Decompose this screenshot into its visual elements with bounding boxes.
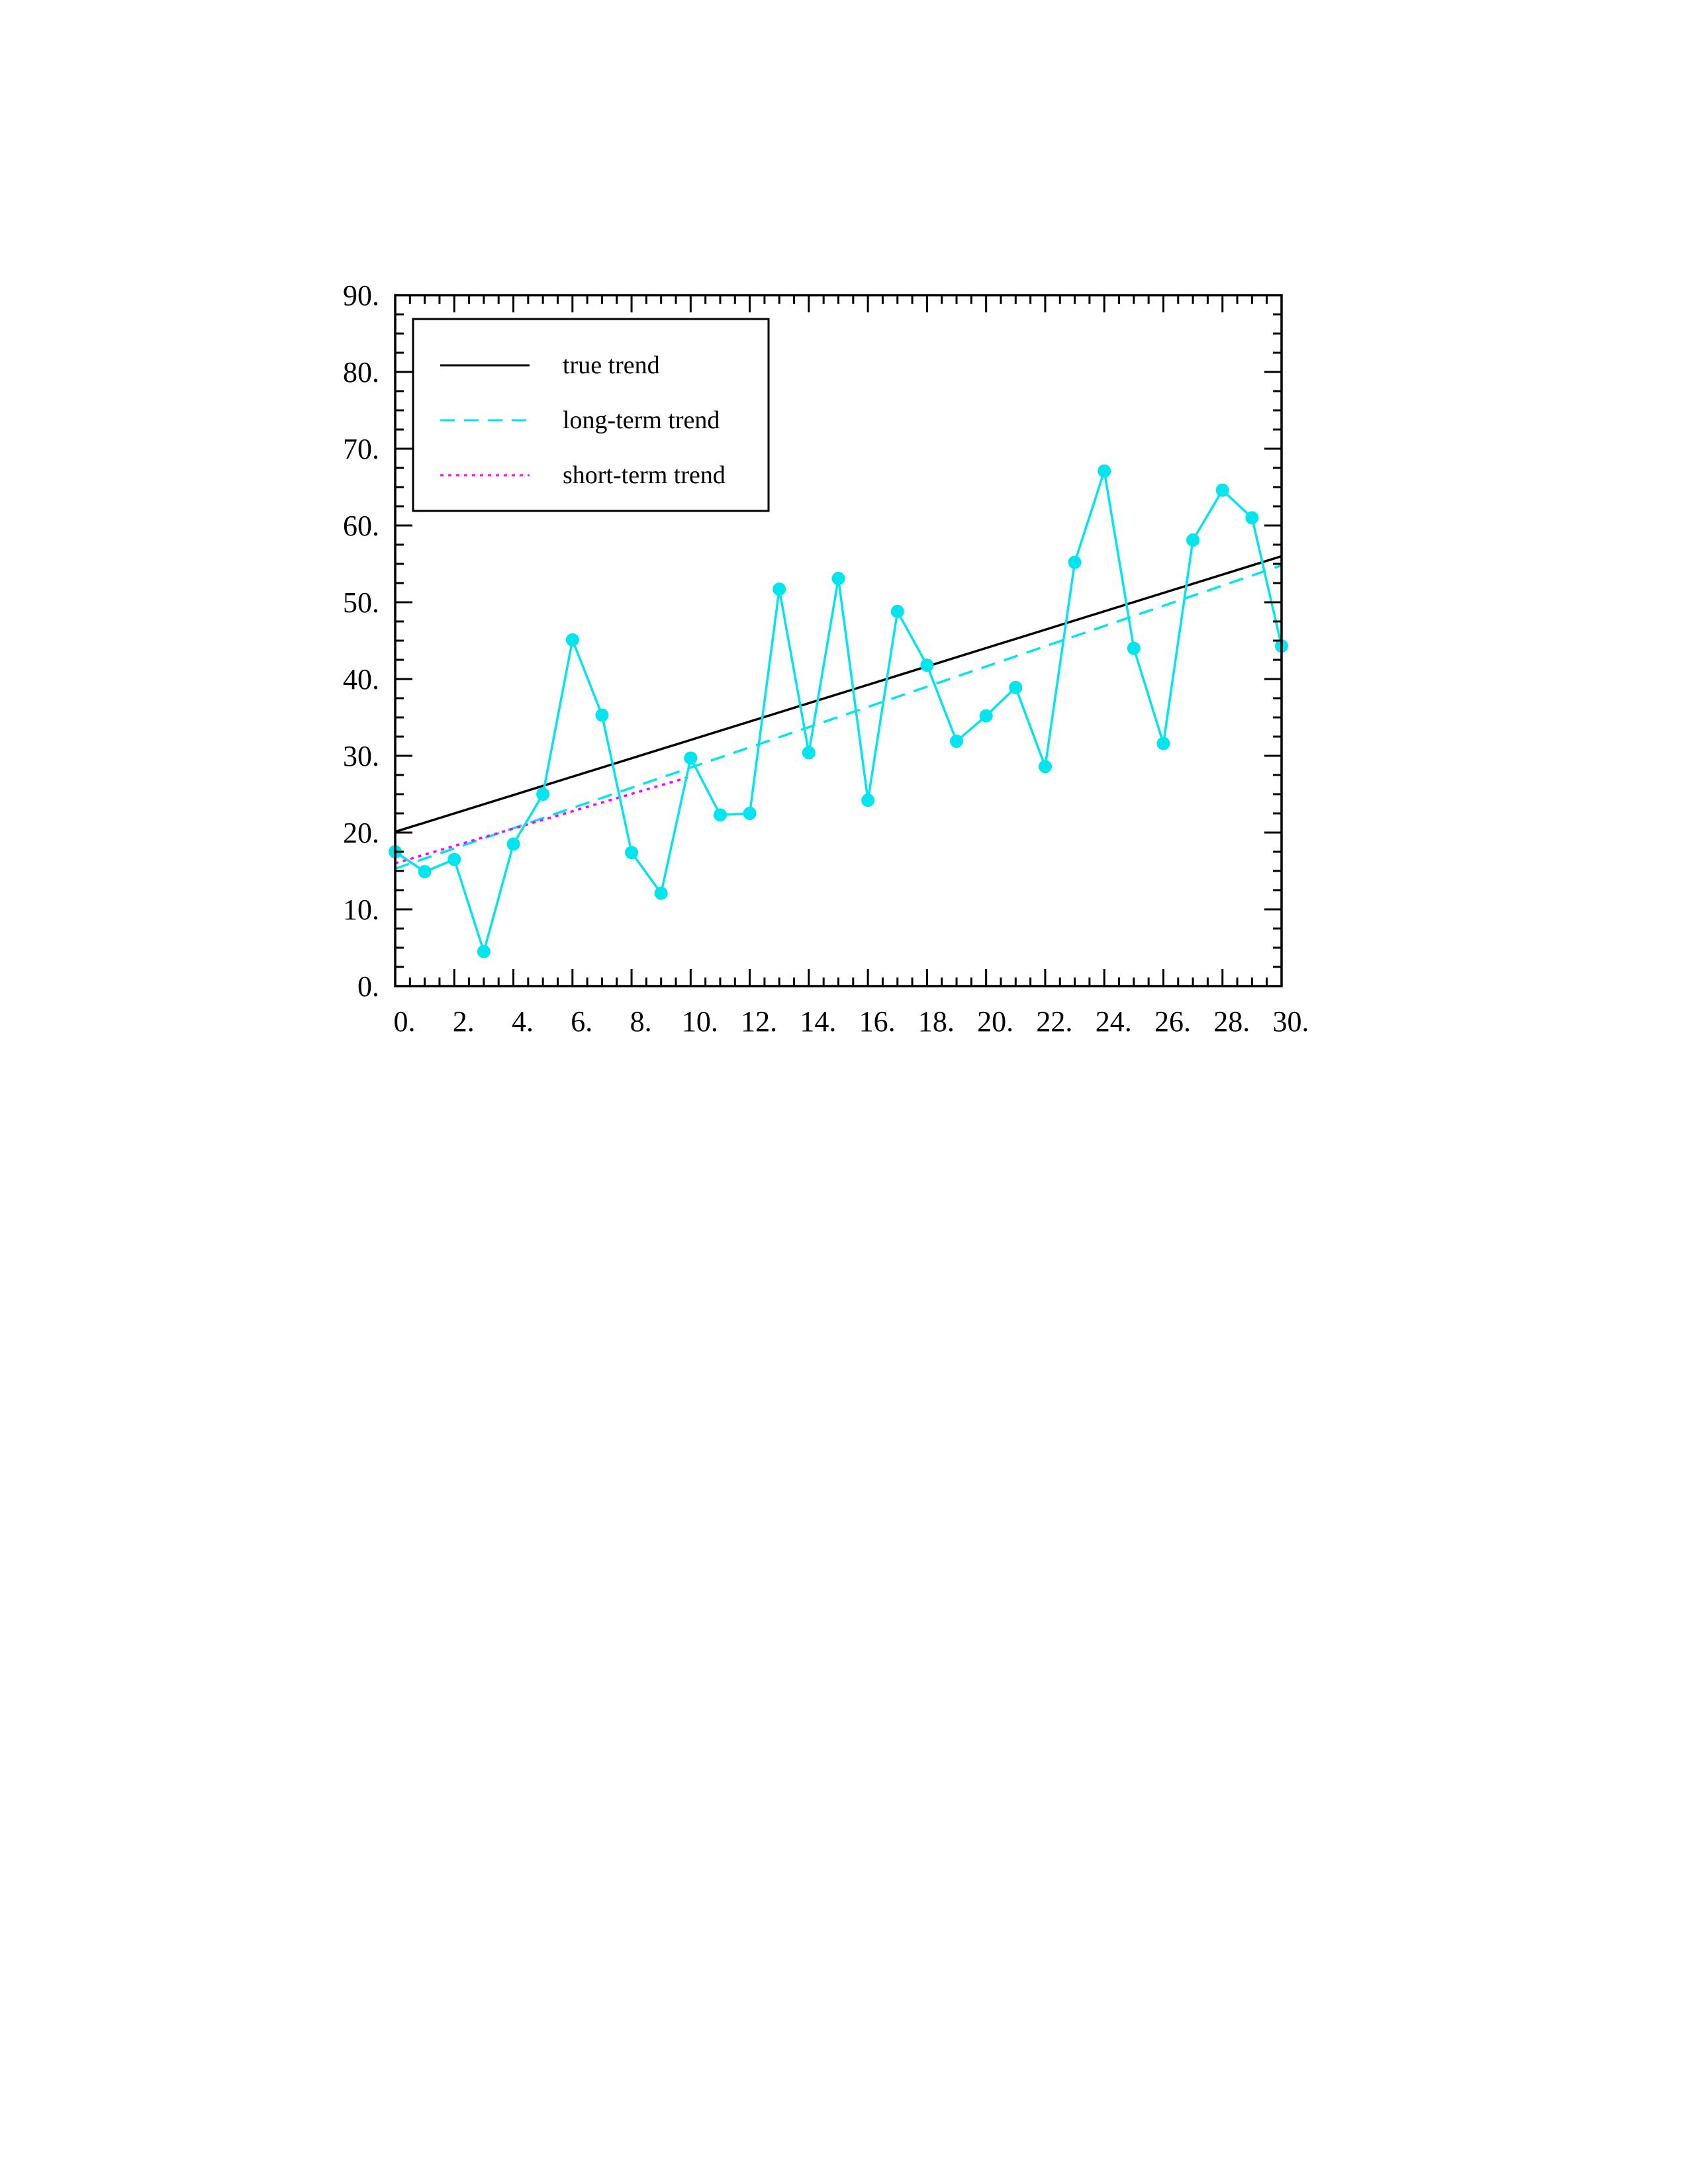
x-tick-label: 18.: [918, 1005, 955, 1038]
observation-point: [1038, 760, 1052, 774]
axis-ticks: [394, 294, 1283, 987]
series-line-short-term-trend: [395, 775, 691, 865]
observation-point: [506, 837, 520, 851]
observation-point: [979, 709, 993, 723]
observation-point: [1009, 680, 1023, 694]
x-tick-label: 6.: [571, 1005, 592, 1038]
observation-point: [625, 846, 639, 860]
observation-point: [565, 633, 579, 647]
observation-point: [654, 886, 668, 900]
y-tick-label: 90.: [343, 279, 379, 312]
x-tick-label: 4.: [512, 1005, 534, 1038]
observation-point: [1068, 555, 1082, 569]
x-tick-label: 24.: [1096, 1005, 1132, 1038]
observation-point: [1186, 533, 1200, 547]
y-tick-label: 40.: [343, 663, 379, 696]
x-tick-label: 14.: [800, 1005, 836, 1038]
observation-point: [477, 944, 491, 958]
x-axis-tick-labels: 0. 2. 4. 6. 8. 10. 12. 14. 16. 18. 20. 22. 24. 26. 28.…: [394, 1005, 1309, 1038]
observation-line: [395, 471, 1283, 956]
y-tick-label: 20.: [343, 817, 379, 849]
observation-point: [831, 572, 845, 586]
observation-point: [1245, 511, 1259, 525]
observation-point: [1215, 483, 1229, 497]
observation-point: [1156, 737, 1170, 751]
x-tick-label: 12.: [741, 1005, 777, 1038]
y-axis-tick-labels: 0. 10. 20. 30. 40. 50. 60. 70. 80. 90.: [343, 279, 379, 1003]
y-tick-label: 70.: [343, 433, 379, 465]
observation-markers: [389, 464, 1288, 958]
legend-label-long-term-trend: long-term trend: [563, 406, 720, 434]
x-tick-label: 0.: [394, 1005, 416, 1038]
observation-point: [684, 751, 698, 765]
y-tick-label: 80.: [343, 356, 379, 388]
x-tick-label: 10.: [682, 1005, 718, 1038]
legend-label-true-trend: true trend: [563, 351, 660, 379]
x-tick-label: 16.: [859, 1005, 896, 1038]
observation-point: [743, 807, 757, 820]
observation-point: [861, 794, 875, 807]
legend-label-short-term-trend: short-term trend: [563, 461, 726, 489]
series-line-long-term-trend: [395, 564, 1282, 870]
observation-point: [536, 788, 550, 801]
y-tick-label: 10.: [343, 893, 379, 926]
observation-point: [1127, 641, 1141, 655]
x-tick-label: 2.: [453, 1005, 475, 1038]
y-tick-label: 0.: [357, 970, 379, 1003]
plot-lines: [395, 471, 1283, 956]
series-line-true-trend: [395, 555, 1282, 833]
x-tick-label: 8.: [630, 1005, 652, 1038]
x-tick-label: 28.: [1213, 1005, 1250, 1038]
x-tick-label: 26.: [1154, 1005, 1191, 1038]
observation-point: [1098, 464, 1111, 478]
y-tick-label: 50.: [343, 586, 379, 619]
observation-point: [773, 582, 786, 596]
observation-point: [920, 659, 934, 672]
observation-point: [595, 708, 609, 722]
observation-point: [713, 808, 727, 822]
y-tick-label: 60.: [343, 510, 379, 542]
x-tick-label: 30.: [1273, 1005, 1309, 1038]
x-tick-label: 22.: [1036, 1005, 1072, 1038]
observation-point: [890, 604, 904, 618]
y-tick-label: 30.: [343, 740, 379, 772]
legend: true trend long-term trend short-term tr…: [412, 318, 770, 512]
observation-point: [418, 865, 432, 879]
observation-point: [950, 734, 964, 748]
legend-box: [412, 318, 770, 512]
observation-point: [802, 746, 816, 760]
observation-point: [447, 852, 461, 866]
x-tick-label: 20.: [977, 1005, 1013, 1038]
